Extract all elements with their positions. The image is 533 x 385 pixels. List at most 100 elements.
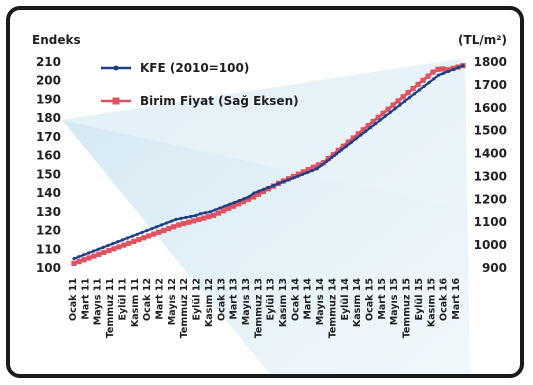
- series-layer: [71, 63, 466, 267]
- point-kfe: [271, 184, 275, 188]
- x-tick-label: Mayıs 12: [167, 278, 178, 325]
- point-birim-fiyat: [191, 218, 197, 224]
- point-kfe: [461, 64, 465, 68]
- point-birim-fiyat: [151, 231, 157, 237]
- point-kfe: [344, 144, 348, 148]
- point-birim-fiyat: [186, 219, 192, 225]
- x-tick-label: Mart 13: [229, 278, 240, 320]
- point-birim-fiyat: [370, 118, 376, 125]
- point-birim-fiyat: [206, 214, 212, 220]
- point-kfe: [116, 240, 120, 244]
- x-tick-label: Kasım 15: [426, 278, 437, 327]
- legend-label-birim-fiyat: Birim Fiyat (Sağ Eksen): [140, 94, 299, 108]
- point-birim-fiyat: [260, 188, 267, 195]
- point-kfe: [125, 236, 130, 240]
- point-kfe: [111, 242, 115, 246]
- background-wedge-light: [62, 58, 465, 210]
- x-tick-label: Eylül 13: [266, 278, 277, 321]
- point-birim-fiyat: [91, 253, 97, 259]
- x-tick-label: Kasım 12: [204, 278, 215, 327]
- point-birim-fiyat: [250, 194, 257, 200]
- x-tick-label: Mart 14: [303, 278, 314, 320]
- point-birim-fiyat: [435, 66, 441, 72]
- point-kfe: [189, 214, 193, 219]
- point-kfe: [339, 148, 344, 152]
- x-tick-label: Mart 12: [154, 278, 165, 320]
- x-tick-label: Mart 16: [451, 278, 462, 320]
- x-tick-label: Eylül 12: [192, 278, 203, 321]
- point-birim-fiyat: [230, 203, 237, 209]
- point-kfe: [237, 198, 241, 203]
- point-birim-fiyat: [181, 220, 187, 227]
- point-kfe: [101, 245, 105, 249]
- point-kfe: [96, 247, 100, 251]
- point-birim-fiyat: [216, 210, 222, 216]
- point-birim-fiyat: [415, 81, 421, 88]
- point-birim-fiyat: [201, 215, 207, 221]
- point-kfe: [223, 204, 227, 208]
- left-axis-label: Endeks: [32, 33, 81, 47]
- point-kfe: [82, 253, 86, 257]
- point-kfe: [441, 71, 446, 75]
- x-tick-label: Mayıs 15: [389, 278, 400, 325]
- left-tick-label: 140: [36, 186, 61, 200]
- point-birim-fiyat: [245, 196, 252, 202]
- point-birim-fiyat: [71, 260, 77, 267]
- left-tick-label: 210: [36, 55, 61, 69]
- x-tick-label: Eylül 11: [117, 278, 128, 321]
- x-tick-label: Temmuz 11: [105, 278, 116, 338]
- point-kfe: [91, 249, 96, 253]
- point-birim-fiyat: [445, 67, 451, 73]
- point-kfe: [257, 189, 261, 193]
- left-tick-label: 200: [36, 74, 61, 88]
- point-birim-fiyat: [211, 212, 217, 218]
- point-birim-fiyat: [325, 155, 331, 162]
- point-birim-fiyat: [330, 151, 336, 158]
- x-tick-label: Eylül 15: [414, 278, 425, 321]
- point-birim-fiyat: [196, 216, 202, 223]
- point-kfe: [456, 66, 460, 70]
- point-birim-fiyat: [235, 201, 242, 207]
- point-birim-fiyat: [146, 233, 152, 239]
- point-kfe: [315, 167, 319, 171]
- x-tick-label: Mayıs 13: [241, 278, 252, 325]
- point-kfe: [388, 110, 392, 115]
- point-birim-fiyat: [161, 227, 167, 234]
- point-kfe: [451, 67, 455, 72]
- point-birim-fiyat: [345, 139, 351, 145]
- point-kfe: [242, 197, 246, 201]
- point-kfe: [135, 232, 139, 236]
- point-birim-fiyat: [131, 238, 137, 245]
- point-birim-fiyat: [166, 226, 172, 232]
- x-tick-label: Ocak 16: [439, 278, 450, 321]
- right-axis-label: (TL/m²): [458, 33, 507, 47]
- point-kfe: [432, 77, 436, 81]
- point-kfe: [412, 92, 416, 96]
- point-kfe: [203, 211, 207, 215]
- point-kfe: [208, 210, 212, 214]
- legend-marker-kfe: [113, 65, 119, 71]
- right-tick-label: 900: [482, 261, 507, 275]
- point-kfe: [262, 187, 266, 191]
- point-kfe: [393, 107, 397, 111]
- x-tick-label: Eylül 14: [340, 278, 351, 321]
- point-birim-fiyat: [126, 240, 132, 246]
- point-kfe: [437, 73, 441, 77]
- point-kfe: [354, 137, 358, 141]
- point-kfe: [232, 200, 237, 205]
- left-tick-label: 100: [36, 261, 61, 275]
- point-birim-fiyat: [355, 131, 361, 137]
- left-tick-label: 180: [36, 111, 61, 125]
- right-tick-label: 1300: [474, 169, 507, 183]
- point-kfe: [276, 182, 280, 186]
- point-birim-fiyat: [141, 235, 147, 241]
- point-birim-fiyat: [240, 199, 247, 205]
- point-kfe: [169, 219, 173, 223]
- point-kfe: [179, 216, 183, 220]
- right-tick-label: 1700: [474, 78, 507, 92]
- left-tick-label: 130: [36, 205, 61, 219]
- right-tick-label: 1500: [474, 124, 507, 138]
- point-birim-fiyat: [350, 135, 356, 141]
- point-kfe: [417, 88, 421, 92]
- point-kfe: [72, 257, 76, 261]
